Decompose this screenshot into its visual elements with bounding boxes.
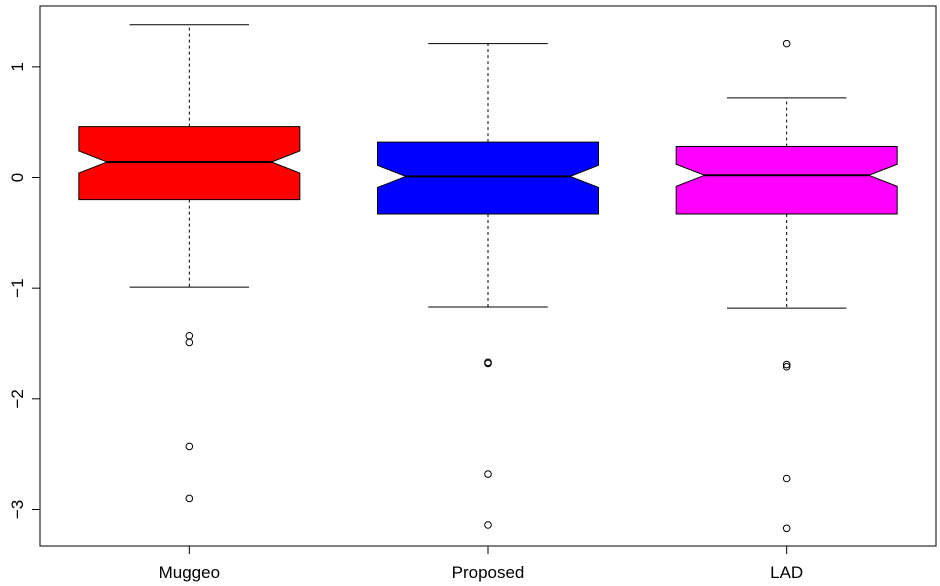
box-lad xyxy=(675,39,898,533)
outlier-point xyxy=(185,331,194,340)
y-tick-label: 0 xyxy=(8,173,27,182)
y-tick-label: −3 xyxy=(8,500,27,519)
outlier-point xyxy=(185,494,194,503)
x-tick-label: Proposed xyxy=(452,563,525,582)
x-tick-label: LAD xyxy=(770,563,803,582)
outlier-point xyxy=(782,362,791,371)
boxes xyxy=(78,24,898,533)
y-axis: −3 −2 −1 0 1 xyxy=(8,62,40,519)
y-tick-label: 1 xyxy=(8,62,27,71)
outlier-point xyxy=(782,360,791,369)
box-body xyxy=(675,146,898,215)
outlier-point xyxy=(185,338,194,347)
outlier-point xyxy=(782,474,791,483)
x-axis: Muggeo Proposed LAD xyxy=(159,546,803,582)
outlier-point xyxy=(484,359,492,368)
box-body xyxy=(376,141,600,215)
outlier-point xyxy=(782,524,791,533)
outlier-point xyxy=(484,470,492,478)
x-tick-label: Muggeo xyxy=(159,563,220,582)
y-tick-label: −1 xyxy=(8,278,27,297)
box-muggeo xyxy=(78,24,301,503)
outlier-point xyxy=(185,442,194,451)
box-body xyxy=(78,126,301,201)
outlier-point xyxy=(782,39,791,48)
box-proposed xyxy=(376,43,600,529)
outlier-point xyxy=(484,521,492,529)
y-tick-label: −2 xyxy=(8,389,27,408)
